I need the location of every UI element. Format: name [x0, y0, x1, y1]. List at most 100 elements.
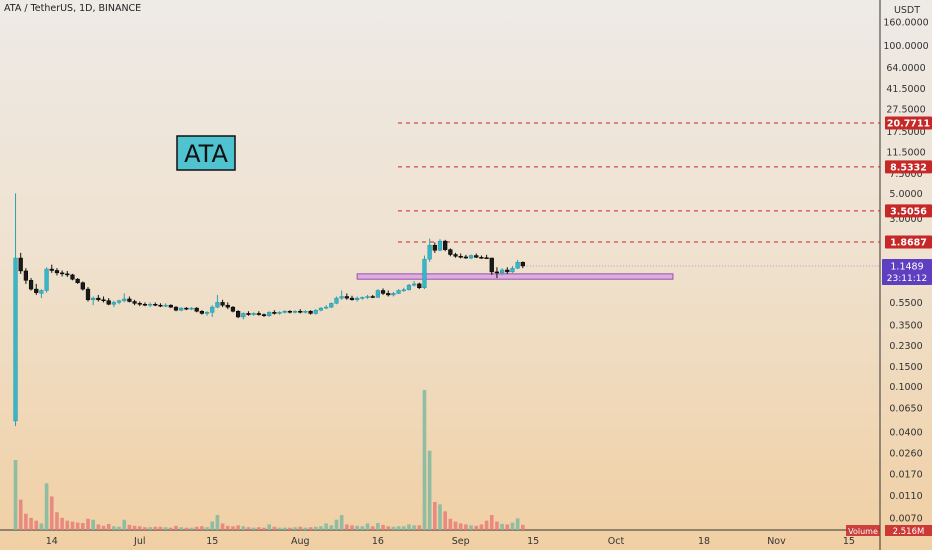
candle[interactable] [256, 313, 261, 315]
candle[interactable] [417, 283, 422, 288]
candle[interactable] [468, 255, 474, 259]
candle[interactable] [313, 309, 318, 314]
candle[interactable] [329, 303, 334, 308]
candle[interactable] [355, 297, 360, 301]
candle[interactable] [39, 290, 44, 294]
candle[interactable] [458, 255, 463, 258]
candle[interactable] [437, 240, 443, 251]
candle[interactable] [246, 313, 251, 315]
candle[interactable] [173, 306, 179, 311]
candle[interactable] [484, 257, 489, 259]
candle[interactable] [380, 290, 386, 294]
candle[interactable] [158, 304, 163, 307]
candle[interactable] [298, 310, 303, 313]
candle[interactable] [463, 256, 468, 259]
candle[interactable] [49, 268, 54, 271]
candle[interactable] [18, 257, 23, 272]
candle[interactable] [422, 258, 427, 288]
candle[interactable] [142, 303, 148, 306]
candle[interactable] [199, 310, 204, 314]
candle[interactable] [241, 313, 246, 318]
candle[interactable] [412, 283, 417, 286]
candle[interactable] [344, 296, 349, 299]
candle[interactable] [432, 244, 437, 251]
candle[interactable] [272, 312, 277, 314]
candle[interactable] [210, 306, 215, 313]
candle[interactable] [44, 268, 49, 291]
candle[interactable] [23, 270, 28, 281]
candle[interactable] [34, 288, 39, 293]
candle[interactable] [60, 272, 65, 275]
candle[interactable] [153, 303, 158, 306]
candle[interactable] [365, 296, 370, 298]
candle[interactable] [267, 312, 272, 316]
candle[interactable] [163, 304, 168, 307]
candle[interactable] [148, 303, 153, 306]
candle[interactable] [70, 274, 75, 280]
candle[interactable] [520, 261, 525, 267]
candle[interactable] [515, 261, 520, 269]
candle[interactable] [179, 307, 184, 311]
candle[interactable] [370, 296, 375, 298]
candle[interactable] [339, 296, 344, 299]
candle[interactable] [91, 297, 96, 301]
candle[interactable] [510, 267, 515, 273]
candle[interactable] [13, 257, 18, 422]
candle[interactable] [137, 303, 142, 305]
candle[interactable] [65, 273, 70, 276]
candle[interactable] [427, 244, 432, 260]
candle[interactable] [106, 300, 111, 305]
candle[interactable] [443, 240, 448, 250]
candle[interactable] [220, 302, 225, 306]
candle[interactable] [479, 257, 484, 259]
candle[interactable] [287, 310, 292, 313]
candle[interactable] [334, 297, 339, 304]
candle[interactable] [500, 269, 505, 274]
candle[interactable] [505, 269, 510, 273]
candle[interactable] [127, 298, 132, 302]
candle[interactable] [122, 298, 127, 301]
candle[interactable] [349, 297, 355, 301]
candle[interactable] [101, 299, 106, 302]
candle[interactable] [75, 278, 80, 283]
candle[interactable] [225, 304, 230, 308]
candle[interactable] [194, 307, 199, 312]
candle[interactable] [184, 307, 189, 310]
candle[interactable] [96, 297, 101, 301]
candle[interactable] [448, 249, 453, 255]
candle[interactable] [111, 302, 116, 305]
candle[interactable] [168, 304, 173, 308]
candle[interactable] [474, 255, 479, 258]
candle[interactable] [261, 314, 267, 316]
candle[interactable] [85, 288, 91, 301]
candle[interactable] [28, 280, 34, 290]
candle[interactable] [277, 312, 282, 314]
candle[interactable] [282, 310, 287, 313]
candle[interactable] [396, 290, 401, 294]
ata-annotation-box[interactable] [176, 135, 236, 171]
candle[interactable] [54, 270, 60, 274]
candle[interactable] [386, 293, 391, 296]
candle[interactable] [453, 254, 458, 257]
candle[interactable] [375, 290, 380, 298]
candle[interactable] [215, 302, 220, 308]
candle[interactable] [303, 310, 308, 313]
candle[interactable] [230, 306, 236, 312]
candle[interactable] [292, 310, 298, 313]
candle[interactable] [189, 307, 194, 310]
candle[interactable] [251, 313, 256, 315]
candle[interactable] [204, 312, 210, 314]
candle[interactable] [80, 282, 85, 290]
candle[interactable] [116, 300, 122, 303]
candle[interactable] [489, 257, 494, 273]
candle[interactable] [360, 297, 365, 299]
candle[interactable] [324, 306, 329, 309]
candle[interactable] [391, 293, 396, 296]
candle[interactable] [308, 310, 313, 314]
candle[interactable] [401, 289, 406, 292]
support-zone[interactable] [356, 273, 674, 280]
candle[interactable] [494, 271, 500, 274]
candle[interactable] [236, 310, 241, 318]
candle[interactable] [406, 284, 412, 291]
